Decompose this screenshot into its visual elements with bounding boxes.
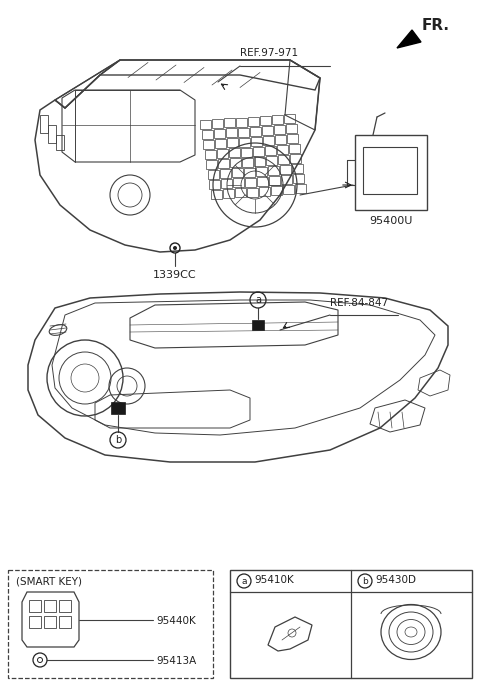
Text: a: a	[255, 295, 261, 305]
Bar	[274, 125, 285, 134]
Bar	[44, 600, 56, 612]
Bar	[255, 167, 266, 176]
Bar	[269, 176, 280, 185]
Bar	[200, 120, 211, 129]
Bar	[275, 135, 286, 144]
Bar	[271, 186, 281, 195]
Bar	[276, 145, 288, 154]
Bar	[240, 148, 252, 157]
Bar	[227, 138, 238, 147]
Bar	[262, 126, 273, 135]
Circle shape	[173, 246, 177, 250]
Bar	[239, 137, 250, 146]
Text: 95440K: 95440K	[156, 616, 196, 626]
Bar	[286, 124, 297, 133]
Text: (SMART KEY): (SMART KEY)	[16, 576, 82, 586]
Bar	[278, 155, 289, 164]
Bar	[209, 180, 220, 189]
Bar	[204, 150, 216, 159]
Bar	[231, 168, 242, 177]
Bar	[215, 140, 226, 148]
Bar	[266, 156, 277, 165]
Bar	[206, 160, 217, 169]
Bar	[291, 164, 302, 174]
Bar	[279, 166, 290, 174]
Bar	[29, 600, 41, 612]
Bar	[223, 189, 233, 198]
Bar	[287, 134, 298, 144]
Bar	[59, 600, 71, 612]
Bar	[211, 190, 221, 199]
Bar	[216, 149, 228, 158]
Bar	[219, 169, 230, 179]
Bar	[230, 159, 241, 168]
Bar	[44, 616, 56, 628]
Bar	[355, 135, 427, 210]
Bar	[251, 137, 262, 146]
Bar	[267, 166, 278, 175]
Text: REF.84-847: REF.84-847	[330, 298, 388, 308]
Bar	[272, 115, 283, 124]
Bar	[48, 125, 56, 143]
Bar	[207, 170, 218, 179]
Bar	[260, 116, 271, 125]
Bar	[40, 115, 48, 133]
Bar	[230, 570, 472, 678]
Bar	[238, 128, 249, 137]
Text: 95410K: 95410K	[254, 575, 294, 585]
Text: a: a	[241, 577, 247, 586]
Bar	[29, 616, 41, 628]
Bar	[59, 616, 71, 628]
Bar	[243, 168, 254, 176]
Text: REF.97-971: REF.97-971	[240, 48, 298, 58]
Bar	[56, 135, 64, 150]
Bar	[224, 118, 235, 127]
Bar	[242, 157, 253, 167]
Bar	[290, 155, 301, 163]
Bar	[233, 179, 244, 187]
Bar	[214, 129, 225, 138]
Bar	[252, 147, 264, 156]
Bar	[218, 159, 229, 168]
Bar	[295, 185, 305, 194]
Bar	[221, 179, 232, 188]
Text: 95400U: 95400U	[369, 216, 413, 226]
Bar	[226, 129, 237, 137]
Bar	[212, 119, 223, 128]
Text: FR.: FR.	[422, 18, 450, 33]
Bar	[111, 402, 125, 414]
Bar	[363, 147, 417, 194]
Text: 95430D: 95430D	[375, 575, 416, 585]
Bar	[236, 118, 247, 127]
Bar	[228, 148, 240, 157]
Bar	[293, 174, 304, 183]
Bar	[250, 127, 261, 136]
Text: 1339CC: 1339CC	[153, 270, 197, 280]
Bar	[252, 320, 264, 330]
Bar	[202, 130, 213, 139]
Bar	[283, 185, 293, 194]
Bar	[247, 187, 257, 196]
Bar	[257, 176, 268, 186]
Bar	[203, 140, 214, 149]
Bar	[259, 187, 269, 196]
Polygon shape	[397, 30, 421, 48]
Bar	[235, 188, 245, 198]
Text: 95413A: 95413A	[156, 656, 196, 666]
Text: b: b	[115, 435, 121, 445]
Bar	[264, 146, 276, 155]
Text: b: b	[362, 577, 368, 586]
Bar	[281, 175, 292, 184]
Bar	[263, 136, 274, 145]
Bar	[284, 114, 295, 123]
Bar	[248, 117, 259, 126]
Bar	[288, 144, 300, 153]
Bar	[254, 157, 265, 166]
Bar	[245, 178, 256, 187]
Bar	[8, 570, 213, 678]
